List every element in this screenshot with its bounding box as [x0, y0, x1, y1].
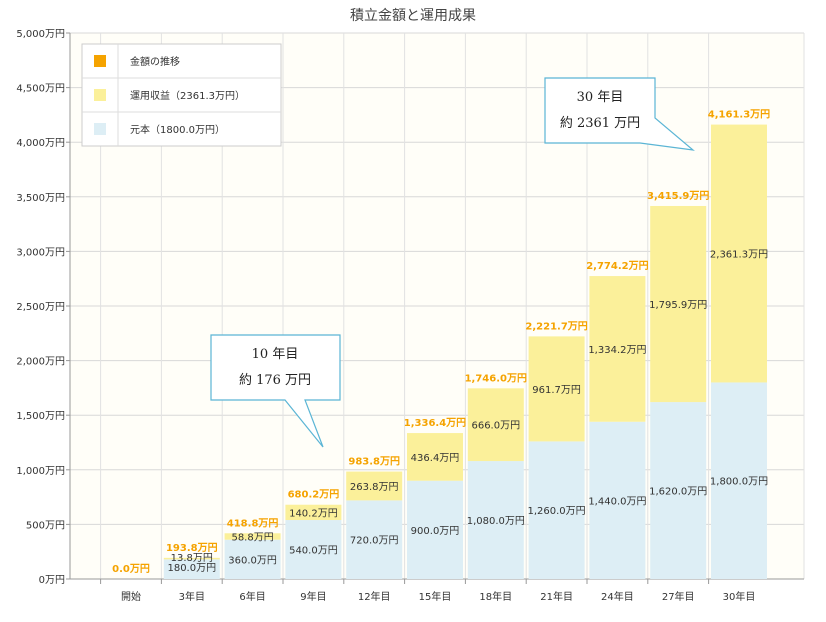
- chart-title: 積立金額と運用成果: [350, 8, 476, 24]
- bar-returns: [224, 533, 281, 540]
- y-tick-label: 500万円: [26, 520, 65, 531]
- data-label-total: 418.8万円: [227, 517, 279, 529]
- x-tick-label: 27年目: [662, 590, 695, 603]
- x-tick-label: 開始: [121, 590, 141, 603]
- bar-principal: [224, 539, 281, 579]
- data-label-principal: 540.0万円: [289, 546, 338, 557]
- bar-returns: [163, 557, 220, 560]
- data-label-returns: 58.8万円: [231, 532, 273, 543]
- callout-line: 30 年目: [577, 90, 624, 105]
- bar-principal: [346, 500, 403, 579]
- data-label-principal: 720.0万円: [350, 536, 399, 547]
- y-tick-label: 3,000万円: [16, 247, 65, 258]
- y-tick-label: 2,000万円: [16, 357, 65, 368]
- bar-principal: [528, 441, 585, 579]
- bar-returns: [589, 276, 646, 422]
- bar-principal: [163, 559, 220, 579]
- data-label-principal: 180.0万円: [167, 563, 216, 574]
- x-tick-label: 30年目: [723, 590, 756, 603]
- bar-returns: [346, 471, 403, 501]
- data-label-returns: 263.8万円: [350, 482, 399, 493]
- data-label-returns: 13.8万円: [171, 553, 213, 564]
- x-tick-label: 18年目: [479, 590, 512, 603]
- data-label-principal: 1,080.0万円: [467, 516, 525, 527]
- data-label-total: 193.8万円: [166, 542, 218, 554]
- data-label-returns: 1,334.2万円: [588, 345, 646, 356]
- data-label-total: 3,415.9万円: [647, 190, 709, 202]
- x-tick-label: 9年目: [300, 590, 326, 603]
- y-tick-label: 3,500万円: [16, 193, 65, 204]
- data-label-total: 0.0万円: [112, 563, 150, 575]
- bar-returns: [528, 336, 585, 442]
- bar-principal: [711, 382, 767, 579]
- data-label-total: 680.2万円: [288, 489, 340, 501]
- callout-line: 約 176 万円: [239, 373, 311, 388]
- y-tick-label: 1,500万円: [16, 411, 65, 422]
- data-label-total: 983.8万円: [348, 456, 400, 468]
- data-label-principal: 1,620.0万円: [649, 487, 707, 498]
- legend-label-principal: 元本（1800.0万円）: [130, 123, 225, 136]
- data-label-total: 2,221.7万円: [525, 320, 587, 332]
- y-tick-label: 4,000万円: [16, 138, 65, 149]
- legend-label-returns: 運用収益（2361.3万円）: [130, 89, 245, 102]
- x-axis: 開始 3年目 6年目 9年目 12年目 15年目 18年目 21年目 24年目 27年目 30年目: [70, 578, 804, 603]
- x-tick-label: 15年目: [419, 590, 452, 603]
- data-label-returns: 140.2万円: [289, 508, 338, 519]
- data-label-principal: 900.0万円: [411, 526, 460, 537]
- callout-10-years: 10 年目 約 176 万円: [210, 334, 341, 448]
- legend-label-total: 金額の推移: [130, 55, 180, 68]
- bar-principal: [589, 421, 646, 579]
- data-label-principal: 360.0万円: [228, 555, 277, 566]
- callout-bubble: [210, 334, 341, 448]
- bar-returns: [407, 433, 463, 481]
- legend-swatch-principal: [94, 123, 106, 135]
- legend-box: [81, 43, 282, 147]
- bar-returns: [467, 388, 524, 462]
- data-label-total: 1,336.4万円: [404, 417, 466, 429]
- x-tick-label: 24年目: [601, 590, 634, 603]
- data-label-total: 4,161.3万円: [708, 109, 770, 121]
- y-axis: 0万円 500万円 1,000万円 1,500万円 2,000万円 2,500万円 3,00…: [16, 29, 71, 586]
- y-tick-label: 5,000万円: [16, 29, 65, 40]
- bar-principal: [285, 520, 342, 579]
- bar-returns: [285, 504, 342, 521]
- data-label-returns: 2,361.3万円: [710, 250, 768, 261]
- bar-principal: [650, 402, 707, 579]
- bar-principal: [407, 480, 463, 579]
- legend-swatch-total: [94, 55, 106, 67]
- data-label-principal: 1,800.0万円: [710, 477, 768, 488]
- x-tick-label: 3年目: [179, 590, 205, 603]
- legend: 金額の推移 運用収益（2361.3万円） 元本（1800.0万円）: [81, 43, 282, 147]
- y-tick-label: 4,500万円: [16, 84, 65, 95]
- callout-bubble: [544, 77, 695, 151]
- callout-30-years: 30 年目 約 2361 万円: [544, 77, 695, 151]
- data-label-returns: 436.4万円: [411, 453, 460, 464]
- x-tick-label: 12年目: [358, 590, 391, 603]
- data-label-principal: 1,440.0万円: [588, 496, 646, 507]
- bar-returns: [650, 205, 707, 403]
- data-label-returns: 666.0万円: [471, 421, 520, 432]
- data-label-total: 1,746.0万円: [465, 372, 527, 384]
- bar-principal: [467, 461, 524, 579]
- data-label-total: 2,774.2万円: [586, 260, 648, 272]
- x-tick-label: 6年目: [239, 590, 265, 603]
- bars: [163, 124, 767, 579]
- callout-line: 約 2361 万円: [560, 116, 640, 131]
- bar-returns: [711, 124, 767, 383]
- data-label-principal: 1,260.0万円: [528, 506, 586, 517]
- data-label-returns: 961.7万円: [532, 385, 581, 396]
- legend-swatch-returns: [94, 89, 106, 101]
- y-tick-label: 2,500万円: [16, 302, 65, 313]
- y-tick-label: 0万円: [39, 575, 65, 586]
- x-tick-label: 21年目: [540, 590, 573, 603]
- y-tick-label: 1,000万円: [16, 466, 65, 477]
- data-label-returns: 1,795.9万円: [649, 300, 707, 311]
- callout-line: 10 年目: [252, 347, 299, 362]
